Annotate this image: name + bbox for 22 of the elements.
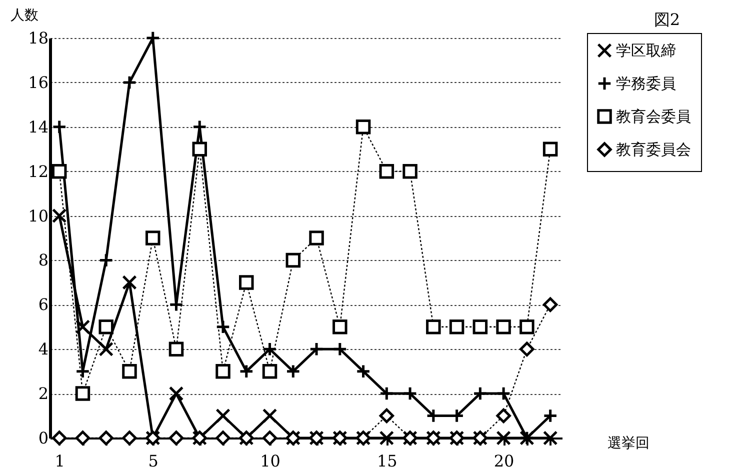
- x-tick-label: 10: [260, 452, 280, 470]
- x-tick-label: 5: [148, 452, 158, 470]
- y-tick-label: 0: [38, 428, 48, 448]
- legend-label: 教育委員会: [616, 140, 691, 158]
- y-tick-label: 16: [28, 72, 48, 92]
- y-tick-label: 2: [38, 384, 48, 404]
- x-tick-label: 20: [494, 452, 514, 470]
- legend-label: 教育会委員: [616, 108, 691, 126]
- x-tick-label: 15: [376, 452, 398, 470]
- legend-label: 学務委員: [616, 74, 676, 92]
- text: 図2: [654, 10, 680, 29]
- y-tick-label: 8: [38, 250, 48, 270]
- y-tick-label: 12: [28, 162, 48, 181]
- y-tick-label: 14: [28, 117, 48, 136]
- x-axis-title: 選挙回: [608, 436, 650, 452]
- y-tick-label: 4: [38, 340, 48, 359]
- y-tick-label: 10: [28, 206, 48, 226]
- y-tick-label: 18: [28, 28, 48, 48]
- legend-label: 学区取締: [616, 42, 676, 60]
- y-axis-title: 人数: [10, 8, 38, 24]
- x-tick-label: 1: [54, 452, 65, 470]
- y-tick-label: 6: [38, 295, 48, 314]
